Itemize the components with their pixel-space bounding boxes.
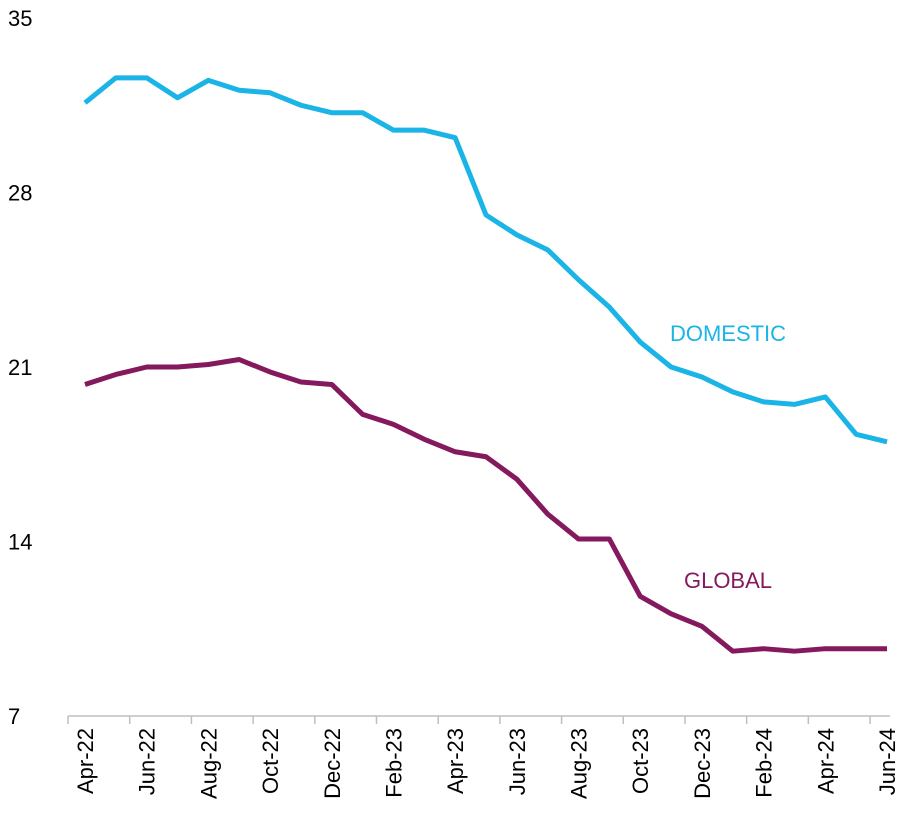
x-tick-label: Oct-22 bbox=[258, 728, 283, 794]
y-tick-label: 14 bbox=[8, 530, 32, 555]
x-tick-label: Feb-24 bbox=[752, 728, 777, 798]
x-tick-label: Aug-23 bbox=[567, 728, 592, 799]
x-tick-label: Dec-22 bbox=[320, 728, 345, 799]
y-tick-label: 28 bbox=[8, 181, 32, 206]
y-tick-label: 21 bbox=[8, 355, 32, 380]
x-tick-label: Jun-22 bbox=[135, 728, 160, 795]
x-tick-label: Apr-22 bbox=[73, 728, 98, 794]
series-line bbox=[83, 75, 888, 445]
x-tick-label: Feb-23 bbox=[381, 728, 406, 798]
x-tick-label: Oct-23 bbox=[628, 728, 653, 794]
series-label: DOMESTIC bbox=[670, 321, 786, 346]
x-tick-label: Apr-24 bbox=[813, 728, 838, 794]
x-tick-label: Apr-23 bbox=[443, 728, 468, 794]
y-tick-label: 7 bbox=[8, 704, 20, 729]
x-tick-label: Dec-23 bbox=[690, 728, 715, 799]
x-tick-label: Jun-23 bbox=[505, 728, 530, 795]
y-tick-label: 35 bbox=[8, 6, 32, 31]
series-line bbox=[84, 357, 887, 654]
series-label: GLOBAL bbox=[684, 568, 772, 593]
x-tick-label: Aug-22 bbox=[196, 728, 221, 799]
x-tick-label: Jun-24 bbox=[875, 728, 900, 795]
